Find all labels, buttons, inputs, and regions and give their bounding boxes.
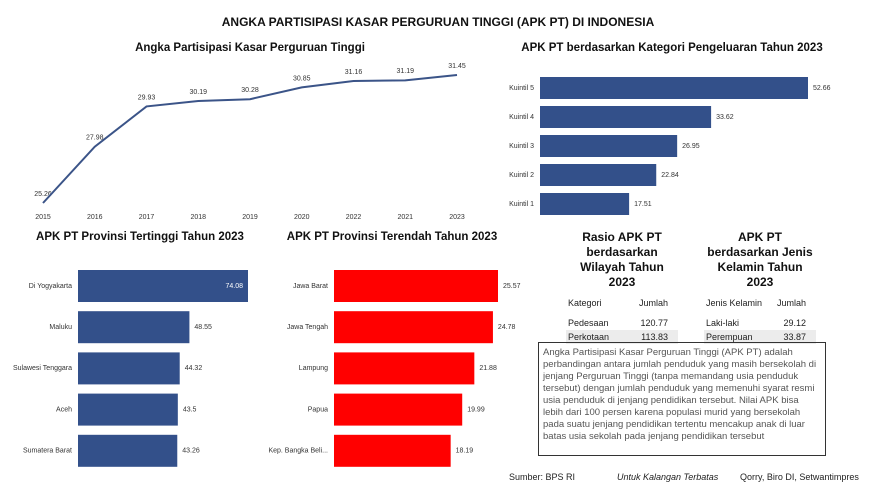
data-label: 25.26 <box>34 191 52 198</box>
header-cell: Kategori <box>568 298 602 308</box>
x-tick-label: 2022 <box>346 214 362 221</box>
x-tick-label: 2019 <box>242 214 258 221</box>
data-label: 25.57 <box>503 283 521 290</box>
data-label: 18.19 <box>456 448 474 455</box>
line <box>42 74 458 204</box>
data-label: 44.32 <box>185 365 203 372</box>
page-title: ANGKA PARTISIPASI KASAR PERGURUAN TINGGI… <box>222 15 655 29</box>
bar <box>334 434 451 467</box>
category-label: Papua <box>308 406 328 413</box>
data-label: 43.5 <box>183 406 197 413</box>
bar <box>78 270 248 302</box>
x-tick-label: 2015 <box>35 214 51 221</box>
cell: Pedesaan <box>568 318 609 328</box>
data-label: 52.66 <box>813 85 831 92</box>
chart-title: APK PT Provinsi Terendah Tahun 2023 <box>287 231 497 243</box>
x-tick-label: 2017 <box>139 214 155 221</box>
data-label: 48.55 <box>194 324 212 331</box>
category-label: Kuintil 2 <box>509 172 534 179</box>
header-cell: Jenis Kelamin <box>706 298 763 308</box>
table-title: APK PT berdasarkan Jenis Kelamin Tahun 2… <box>707 230 813 289</box>
footer-source: Sumber: BPS RI <box>509 472 576 482</box>
cell: 120.77 <box>640 318 668 328</box>
category-label: Sulawesi Tenggara <box>13 365 72 372</box>
bar <box>540 77 808 99</box>
cell: Perkotaan <box>568 332 610 342</box>
bar <box>78 311 190 344</box>
cell: Laki-laki <box>706 318 740 328</box>
cell: 29.12 <box>783 318 806 328</box>
x-tick-label: 2023 <box>449 214 465 221</box>
category-label: Jawa Tengah <box>287 324 328 331</box>
bar <box>334 393 463 426</box>
data-label: 22.84 <box>661 172 679 179</box>
bar <box>334 270 498 302</box>
table-wilayah: Rasio APK PT berdasarkan Wilayah Tahun 2… <box>566 230 678 344</box>
category-label: Sumatera Barat <box>23 448 72 455</box>
data-label: 74.08 <box>225 283 243 290</box>
category-label: Jawa Barat <box>293 283 328 290</box>
data-label: 43.26 <box>182 448 200 455</box>
table-row: Pedesaan 120.77 <box>566 316 678 330</box>
bar <box>334 311 493 344</box>
category-label: Kuintil 4 <box>509 114 534 121</box>
bar <box>334 352 475 385</box>
data-label: 31.19 <box>396 68 414 75</box>
data-label: 33.62 <box>716 114 734 121</box>
table-row: Laki-laki 29.12 <box>704 316 816 330</box>
data-label: 30.28 <box>241 87 259 94</box>
chart-title: Angka Partisipasi Kasar Perguruan Tinggi <box>135 42 365 54</box>
chart-title: APK PT Provinsi Tertinggi Tahun 2023 <box>36 231 244 243</box>
category-label: Kuintil 1 <box>509 201 534 208</box>
x-tick-label: 2018 <box>190 214 206 221</box>
header-cell: Jumlah <box>776 298 806 308</box>
bar <box>540 164 657 186</box>
x-tick-label: 2016 <box>87 214 103 221</box>
bar <box>540 135 678 157</box>
table-row: Perempuan 33.87 <box>704 330 816 344</box>
data-label: 26.95 <box>682 143 700 150</box>
data-label: 31.45 <box>448 63 466 70</box>
category-label: Kep. Bangka Beli... <box>268 448 328 455</box>
data-label: 19.99 <box>467 406 485 413</box>
bar <box>78 393 178 426</box>
table-header: Jenis Kelamin Jumlah <box>704 296 816 310</box>
footer-author: Qorry, Biro DI, Setwantimpres <box>740 472 859 482</box>
data-label: 31.16 <box>345 69 363 76</box>
category-label: Maluku <box>49 324 72 331</box>
data-label: 30.19 <box>189 89 207 96</box>
table-row: Perkotaan 113.83 <box>566 330 678 344</box>
header-cell: Jumlah <box>638 298 668 308</box>
cell: 113.83 <box>641 332 668 342</box>
x-tick-label: 2020 <box>294 214 310 221</box>
data-label: 29.93 <box>138 94 156 101</box>
cell: 33.87 <box>783 332 806 342</box>
table-gender: APK PT berdasarkan Jenis Kelamin Tahun 2… <box>704 230 816 344</box>
category-label: Lampung <box>299 365 328 372</box>
data-label: 24.78 <box>498 324 516 331</box>
x-tick-label: 2021 <box>397 214 413 221</box>
bar <box>540 106 712 128</box>
data-label: 17.51 <box>634 201 652 208</box>
bar <box>78 352 180 385</box>
bar <box>540 193 630 215</box>
category-label: Di Yogyakarta <box>29 283 72 290</box>
table-title: Rasio APK PT berdasarkan Wilayah Tahun 2… <box>580 230 664 289</box>
data-label: 30.85 <box>293 75 311 82</box>
bar <box>78 434 178 467</box>
category-label: Kuintil 5 <box>509 85 534 92</box>
data-label: 21.88 <box>479 365 497 372</box>
category-label: Kuintil 3 <box>509 143 534 150</box>
cell: Perempuan <box>706 332 753 342</box>
category-label: Aceh <box>56 406 72 413</box>
chart-title: APK PT berdasarkan Kategori Pengeluaran … <box>521 42 822 54</box>
description: Angka Partisipasi Kasar Perguruan Tinggi… <box>538 342 826 456</box>
data-label: 27.98 <box>86 135 104 142</box>
table-header: Kategori Jumlah <box>566 296 678 310</box>
footer-note: Untuk Kalangan Terbatas <box>617 472 719 482</box>
